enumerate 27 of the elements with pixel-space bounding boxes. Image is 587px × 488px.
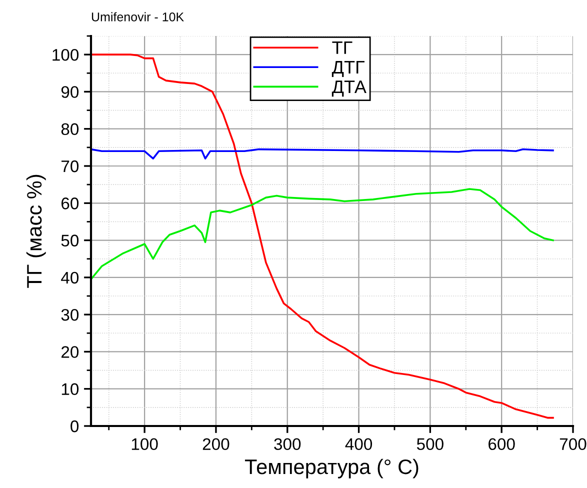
- y-tick-label: 80: [61, 123, 79, 136]
- y-tick-label: 100: [52, 48, 79, 61]
- x-tick-label: 100: [132, 438, 158, 450]
- x-tick-label: 700: [560, 438, 586, 450]
- y-tick-label: 20: [61, 346, 79, 358]
- x-axis-title: Температура (° C): [244, 458, 418, 478]
- y-tick-label: 70: [62, 160, 79, 172]
- line-series: [91, 148, 554, 160]
- y-tick-label: 10: [62, 383, 79, 396]
- x-tick-label: 600: [488, 438, 515, 450]
- x-tick-label: 300: [274, 438, 301, 450]
- x-tick-label: 500: [416, 438, 444, 450]
- legend-label: ДТГ: [332, 61, 364, 78]
- line-series: [91, 188, 554, 280]
- chart-title: Umifenovir - 10K: [92, 12, 184, 22]
- y-tick-label: 30: [61, 308, 79, 321]
- y-axis-title: ТГ (масс %): [26, 174, 46, 288]
- y-tick-label: 90: [61, 86, 79, 98]
- legend-label: ДТА: [332, 80, 366, 97]
- x-tick-label: 200: [202, 438, 230, 450]
- line-series: [91, 54, 554, 419]
- y-tick-label: 50: [61, 234, 79, 246]
- y-tick-label: 60: [62, 198, 79, 210]
- x-tick-label: 400: [345, 438, 372, 450]
- y-tick-label: 40: [61, 272, 79, 284]
- legend-label: ТГ: [332, 41, 352, 54]
- y-tick-label: 0: [70, 420, 79, 432]
